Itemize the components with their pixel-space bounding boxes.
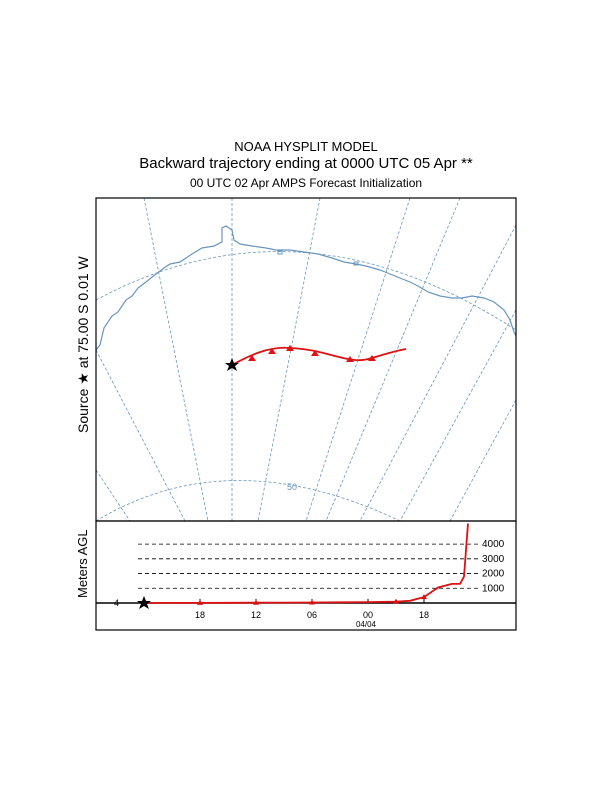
altitude-marker [253,599,259,605]
time-tick-label: 00 [363,610,373,620]
meridian-line [96,469,131,521]
meridian-line [257,198,321,521]
start-tick-label: 4 [114,598,119,608]
trajectory-marker [248,355,256,361]
altitude-tick-label: 2000 [482,569,505,580]
coast-features [277,250,359,266]
altitude-grid [138,543,478,589]
altitude-markers [197,594,427,605]
altitude-source-star-icon [137,596,151,609]
meridian-line [96,349,186,521]
station-mark: 50 [287,482,297,492]
meridian-line [143,198,209,521]
chart-initialization-note: 00 UTC 02 Apr AMPS Forecast Initializati… [189,176,423,190]
chart-title: NOAA HYSPLIT MODEL [234,139,378,154]
trajectory-marker [286,345,294,351]
altitude-tick-label: 3000 [482,554,505,565]
time-tick-label: 06 [307,610,317,620]
trajectory-marker [346,356,354,362]
coast-island [277,250,283,255]
meridian-line [449,399,516,521]
altitude-tick-label: 1000 [482,583,505,594]
time-tick-label: 12 [251,610,261,620]
altitude-marker [197,599,203,605]
trajectory-markers [248,345,376,362]
time-tick-label: 18 [195,610,205,620]
map-frame [95,197,517,522]
altitude-frame [95,520,517,631]
altitude-marker [309,599,315,605]
coastline [96,225,516,351]
altitude-tick-labels: 1000 2000 3000 4000 [482,539,505,594]
meridian-line [305,198,411,521]
latitude-circle [96,251,516,331]
trajectory-marker [368,355,376,361]
coast-island [353,261,359,266]
source-star-icon [225,358,239,371]
trajectory-path [231,346,407,366]
time-tick-label: 18 [419,610,429,620]
time-date-label: 04/04 [356,620,377,629]
meridian-line [359,224,516,521]
trajectory-marker [268,348,276,354]
altitude-series-line [143,523,469,604]
map-layer: 50 [96,198,516,521]
altitude-marker [393,598,399,604]
trajectory-marker [311,350,319,356]
chart-subtitle: Backward trajectory ending at 0000 UTC 0… [139,155,473,172]
altitude-tick-label: 4000 [482,539,505,550]
meridian-line [399,309,516,521]
latitude-circle [96,480,401,521]
meridian-line [325,198,461,521]
altitude-marker [421,594,427,600]
